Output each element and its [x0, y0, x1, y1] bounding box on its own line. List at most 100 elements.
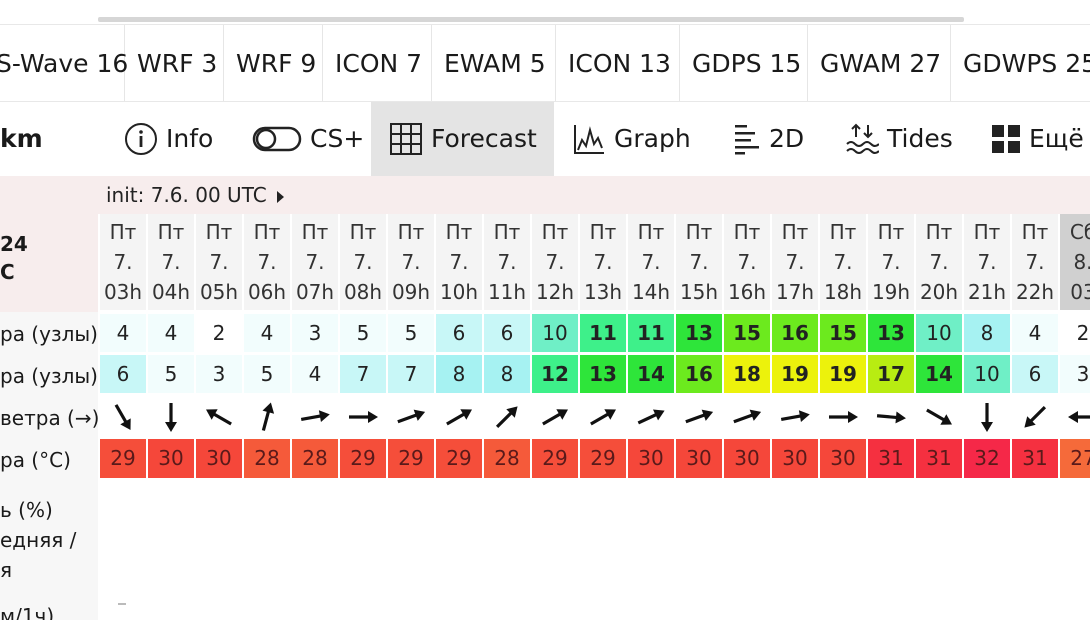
temperature-cell: 30	[628, 439, 674, 478]
hour-header-hour: 16h	[727, 280, 767, 304]
tab-graph-label: Graph	[614, 124, 691, 153]
hour-header-day: Пт	[973, 220, 1001, 244]
hour-header-date: 7.	[737, 250, 757, 274]
hour-header-hour: 04h	[151, 280, 191, 304]
temperature-cell: 31	[1012, 439, 1058, 478]
model-tab[interactable]: S-Wave 16	[0, 25, 128, 101]
arrow-icon	[981, 403, 993, 432]
wind-gust-cell: 12	[532, 355, 578, 393]
wind-speed-cell: 13	[676, 314, 722, 352]
tab-more[interactable]: Ещё	[991, 102, 1084, 176]
wind-direction-cell	[148, 398, 194, 436]
hour-header-date: 7.	[833, 250, 853, 274]
hour-header-hour: 03h	[103, 280, 143, 304]
tab-tides[interactable]: Tides	[845, 102, 953, 176]
horizontal-scrollbar[interactable]	[98, 17, 964, 22]
hour-header-hour: 06h	[247, 280, 287, 304]
wind-speed-cell: 13	[868, 314, 914, 352]
model-tab[interactable]: GWAM 27	[808, 25, 951, 101]
temperature-cell: 30	[820, 439, 866, 478]
wind-direction-cell	[484, 398, 530, 436]
init-time-row[interactable]: init: 7.6. 00 UTC	[98, 176, 1090, 214]
arrow-icon	[495, 406, 518, 429]
model-tab[interactable]: ICON 7	[323, 25, 432, 101]
temperature-cell: 30	[676, 439, 722, 478]
wind-speed-cell: 4	[100, 314, 146, 352]
tab-info[interactable]: Info	[118, 102, 219, 176]
toggle-icon	[252, 125, 302, 153]
label-temperature: ра (°C)	[0, 448, 71, 472]
hour-header-day: Пт	[349, 220, 377, 244]
temperature-cell: 29	[532, 439, 578, 478]
tab-forecast[interactable]: Forecast	[371, 102, 554, 176]
wind-direction-cell	[820, 398, 866, 436]
hour-header-hour: 22h	[1015, 280, 1055, 304]
hour-header-hour: 03	[1070, 280, 1090, 304]
tab-2d[interactable]: 2D	[733, 102, 804, 176]
model-tab[interactable]: WRF 3	[125, 25, 224, 101]
hour-header: Пт 7. 12h	[532, 214, 578, 310]
wind-speed-cell: 11	[580, 314, 626, 352]
temperature-cell: 29	[340, 439, 386, 478]
arrow-icon	[542, 409, 568, 426]
tab-more-label: Ещё	[1029, 124, 1084, 153]
temperature-cell: 29	[580, 439, 626, 478]
hour-header: Пт 7. 11h	[484, 214, 530, 310]
tab-tides-label: Tides	[887, 124, 953, 153]
hour-header-date: 7.	[305, 250, 325, 274]
hour-header-date: 7.	[161, 250, 181, 274]
model-tab[interactable]: EWAM 5	[432, 25, 556, 101]
init-time-label: init: 7.6. 00 UTC	[106, 183, 267, 207]
hour-header-day: Пт	[445, 220, 473, 244]
label-cloud-cover-3: я	[0, 558, 13, 582]
wind-gust-cell: 4	[292, 355, 338, 393]
precip-dash	[118, 603, 126, 605]
temperature-cell: 30	[724, 439, 770, 478]
wind-direction-cell	[244, 398, 290, 436]
hour-header-date: 7.	[641, 250, 661, 274]
model-tab[interactable]: GDWPS 25	[951, 25, 1090, 101]
hour-header-day: Пт	[925, 220, 953, 244]
hour-header-hour: 12h	[535, 280, 575, 304]
temperature-cell: 31	[868, 439, 914, 478]
hour-header: Пт 7. 20h	[916, 214, 962, 310]
top-scroll-area	[0, 0, 1090, 24]
hour-header-day: Пт	[733, 220, 761, 244]
temperature-cell: 28	[484, 439, 530, 478]
view-tabs: Info CS+ Forecast Graph 2D Tides Ещё	[0, 102, 1090, 176]
wind-direction-cell	[340, 398, 386, 436]
hour-header: Пт 7. 14h	[628, 214, 674, 310]
model-tab[interactable]: WRF 9	[224, 25, 323, 101]
wind-direction-cell	[292, 398, 338, 436]
arrow-icon	[349, 411, 378, 423]
temperature-cell: 29	[436, 439, 482, 478]
tab-graph[interactable]: Graph	[572, 102, 691, 176]
hour-header-date: 7.	[209, 250, 229, 274]
label-wind-direction: ветра (→)	[0, 406, 100, 430]
hour-header-date: 7.	[401, 250, 421, 274]
hour-header-hour: 10h	[439, 280, 479, 304]
wind-gust-cell: 14	[916, 355, 962, 393]
wind-speed-cell: 3	[292, 314, 338, 352]
hour-header-date: 7.	[257, 250, 277, 274]
hour-header-date: 7.	[593, 250, 613, 274]
wind-direction-cell	[724, 398, 770, 436]
hour-header: Пт 7. 10h	[436, 214, 482, 310]
caret-right-icon	[276, 190, 284, 203]
tab-csplus[interactable]: CS+	[246, 102, 370, 176]
model-tab[interactable]: GDPS 15	[680, 25, 808, 101]
hour-header-date: 8.	[1073, 250, 1090, 274]
wind-gust-cell: 3	[196, 355, 242, 393]
wind-speed-cell: 6	[484, 314, 530, 352]
temperature-cell: 30	[148, 439, 194, 478]
model-tab[interactable]: ICON 13	[556, 25, 680, 101]
wind-gust-cell: 7	[388, 355, 434, 393]
wind-speed-cell: 15	[724, 314, 770, 352]
hour-header-hour: 19h	[871, 280, 911, 304]
label-cloud-cover-2: едняя /	[0, 528, 77, 552]
label-wind-gusts: ра (узлы)	[0, 364, 98, 388]
hour-header-hour: 05h	[199, 280, 239, 304]
hour-header-hour: 17h	[775, 280, 815, 304]
hour-header: Пт 7. 13h	[580, 214, 626, 310]
wind-speed-cell: 5	[340, 314, 386, 352]
